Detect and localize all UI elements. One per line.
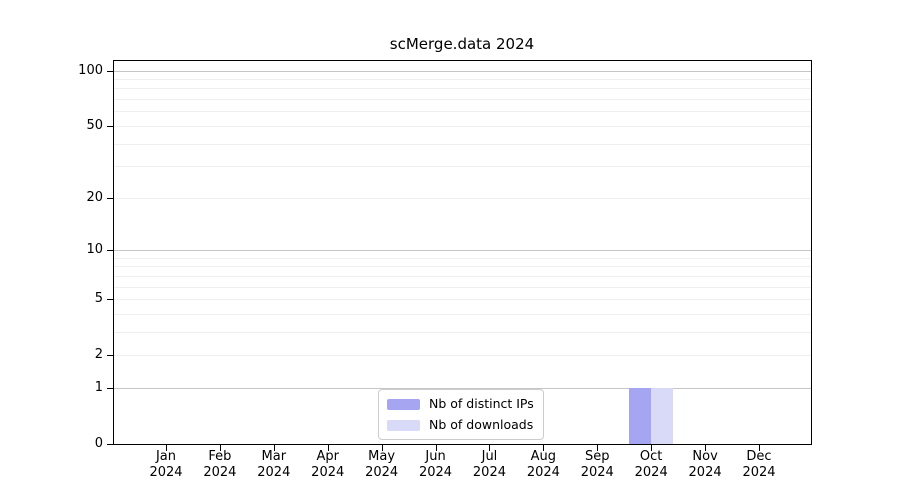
x-tick-label: Feb 2024 <box>188 449 252 481</box>
x-tick-label: Jul 2024 <box>457 449 521 481</box>
gridline-major <box>114 249 811 251</box>
y-tick <box>107 387 113 389</box>
x-tick-label: Apr 2024 <box>296 449 360 481</box>
legend-swatch-distinct-ips <box>387 398 420 410</box>
x-tick-year: 2024 <box>526 465 560 480</box>
gridline-minor <box>114 275 811 277</box>
x-tick-month: May <box>368 449 396 464</box>
gridline-minor <box>114 286 811 288</box>
x-tick <box>489 445 491 451</box>
x-tick-label: Dec 2024 <box>727 449 791 481</box>
y-tick <box>107 249 113 251</box>
x-tick-label: Sep 2024 <box>565 449 629 481</box>
x-tick <box>381 445 383 451</box>
y-tick <box>107 444 113 445</box>
gridline-minor <box>114 266 811 268</box>
y-tick <box>107 197 113 199</box>
x-tick-label: Aug 2024 <box>511 449 575 481</box>
x-tick-month: Aug <box>530 449 557 464</box>
gridline-minor <box>114 355 811 357</box>
x-tick-month: Oct <box>639 449 663 464</box>
x-tick-year: 2024 <box>688 465 722 480</box>
x-tick <box>651 445 653 451</box>
gridline-minor <box>114 331 811 333</box>
y-tick-label: 0 <box>94 436 103 451</box>
x-tick <box>543 445 545 451</box>
x-tick-label: Nov 2024 <box>673 449 737 481</box>
x-tick <box>705 445 707 451</box>
x-tick <box>327 445 329 451</box>
x-tick-year: 2024 <box>742 465 776 480</box>
x-tick-month: Nov <box>692 449 718 464</box>
x-tick <box>435 445 437 451</box>
x-tick <box>166 445 167 451</box>
legend-entry-downloads: Nb of downloads <box>387 417 534 433</box>
x-tick-year: 2024 <box>149 465 183 480</box>
y-tick-label: 1 <box>94 379 103 395</box>
gridline-minor <box>114 125 811 127</box>
x-tick-month: Sep <box>585 449 610 464</box>
legend-entry-distinct-ips: Nb of distinct IPs <box>387 396 534 412</box>
plot-area <box>113 60 812 445</box>
y-tick-label: 100 <box>78 62 103 78</box>
bar-distinct-ips <box>629 387 652 444</box>
y-tick <box>107 125 113 127</box>
legend: Nb of distinct IPs Nb of downloads <box>378 389 544 440</box>
x-tick-month: Apr <box>316 449 339 464</box>
chart-title: scMerge.data 2024 <box>389 35 535 53</box>
gridline-minor <box>114 88 811 90</box>
x-tick-month: Dec <box>746 449 772 464</box>
y-tick-label: 5 <box>94 291 103 307</box>
x-tick-month: Feb <box>208 449 232 464</box>
gridline-minor <box>114 197 811 199</box>
gridline-minor <box>114 99 811 101</box>
x-tick-label: Mar 2024 <box>242 449 306 481</box>
gridline-minor <box>114 299 811 301</box>
x-tick-year: 2024 <box>580 465 614 480</box>
x-tick-month: Mar <box>261 449 287 464</box>
gridline-minor <box>114 257 811 259</box>
y-tick <box>107 70 113 72</box>
x-tick-year: 2024 <box>311 465 345 480</box>
x-tick-year: 2024 <box>472 465 506 480</box>
legend-label-distinct-ips: Nb of distinct IPs <box>429 396 534 411</box>
gridline-minor <box>114 79 811 81</box>
gridline-minor <box>114 313 811 315</box>
y-tick-label: 10 <box>86 241 103 257</box>
x-tick-label: Jan 2024 <box>134 449 198 481</box>
gridline-major <box>114 70 811 72</box>
bar-downloads <box>651 387 674 444</box>
x-tick-month: Jun <box>425 449 446 464</box>
x-tick-label: Oct 2024 <box>619 449 683 481</box>
x-tick-month: Jul <box>481 449 498 464</box>
x-tick-year: 2024 <box>634 465 668 480</box>
y-tick <box>107 355 113 357</box>
x-tick <box>219 445 221 451</box>
x-tick <box>758 445 760 451</box>
gridline-major <box>114 387 811 389</box>
y-tick <box>107 299 113 301</box>
x-tick-year: 2024 <box>365 465 399 480</box>
x-tick <box>597 445 599 451</box>
gridline-minor <box>114 111 811 113</box>
x-tick-year: 2024 <box>418 465 453 480</box>
y-tick-label: 20 <box>86 189 103 205</box>
x-tick-label: May 2024 <box>350 449 414 481</box>
legend-swatch-downloads <box>387 419 420 431</box>
gridline-minor <box>114 166 811 168</box>
x-tick-month: Jan <box>155 449 177 464</box>
y-tick-label: 2 <box>94 347 103 363</box>
x-tick <box>273 445 275 451</box>
legend-label-downloads: Nb of downloads <box>429 417 534 432</box>
x-tick-year: 2024 <box>203 465 237 480</box>
x-tick-label: Jun 2024 <box>404 449 468 481</box>
gridline-minor <box>114 143 811 145</box>
y-tick-label: 50 <box>86 117 103 133</box>
x-tick-year: 2024 <box>257 465 291 480</box>
